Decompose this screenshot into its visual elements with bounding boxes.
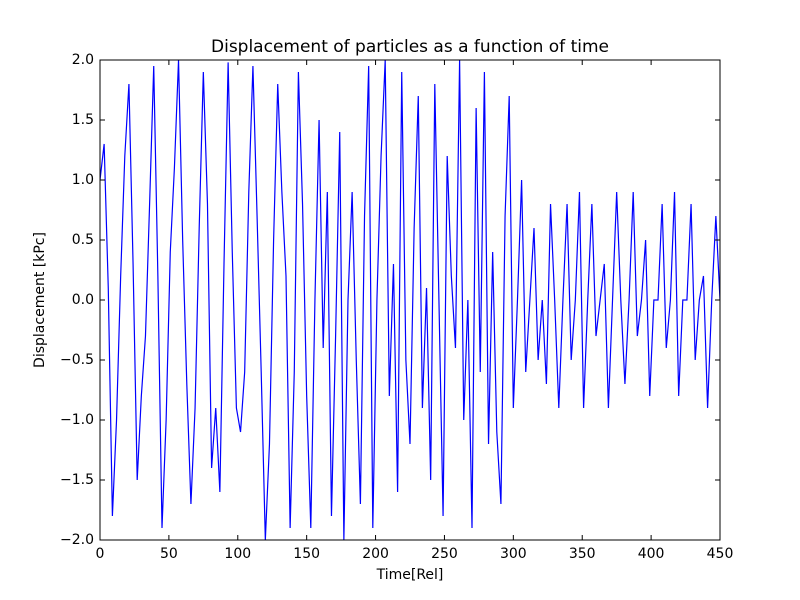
y-tick-label: −1.0 xyxy=(60,412,94,428)
x-tick-label: 100 xyxy=(224,546,251,562)
x-tick-label: 50 xyxy=(160,546,178,562)
x-tick-label: 450 xyxy=(707,546,734,562)
y-tick-label: 0.5 xyxy=(72,232,94,248)
y-tick-label: 1.5 xyxy=(72,112,94,128)
x-tick-label: 300 xyxy=(500,546,527,562)
x-tick-label: 400 xyxy=(638,546,665,562)
y-tick-label: 2.0 xyxy=(72,52,94,68)
x-tick-label: 0 xyxy=(96,546,105,562)
data-line xyxy=(100,60,720,540)
y-tick-label: 0.0 xyxy=(72,292,94,308)
y-axis-label: Displacement [kPc] xyxy=(32,232,48,368)
y-tick-label: −0.5 xyxy=(60,352,94,368)
plot-area xyxy=(100,60,720,540)
y-tick-label: 1.0 xyxy=(72,172,94,188)
x-tick-label: 350 xyxy=(569,546,596,562)
y-tick-label: −1.5 xyxy=(60,472,94,488)
x-tick-label: 150 xyxy=(293,546,320,562)
chart-title: Displacement of particles as a function … xyxy=(211,37,609,57)
y-tick-label: −2.0 xyxy=(60,532,94,548)
x-tick-label: 200 xyxy=(362,546,389,562)
x-tick-label: 250 xyxy=(431,546,458,562)
x-axis-label: Time[Rel] xyxy=(376,567,444,583)
